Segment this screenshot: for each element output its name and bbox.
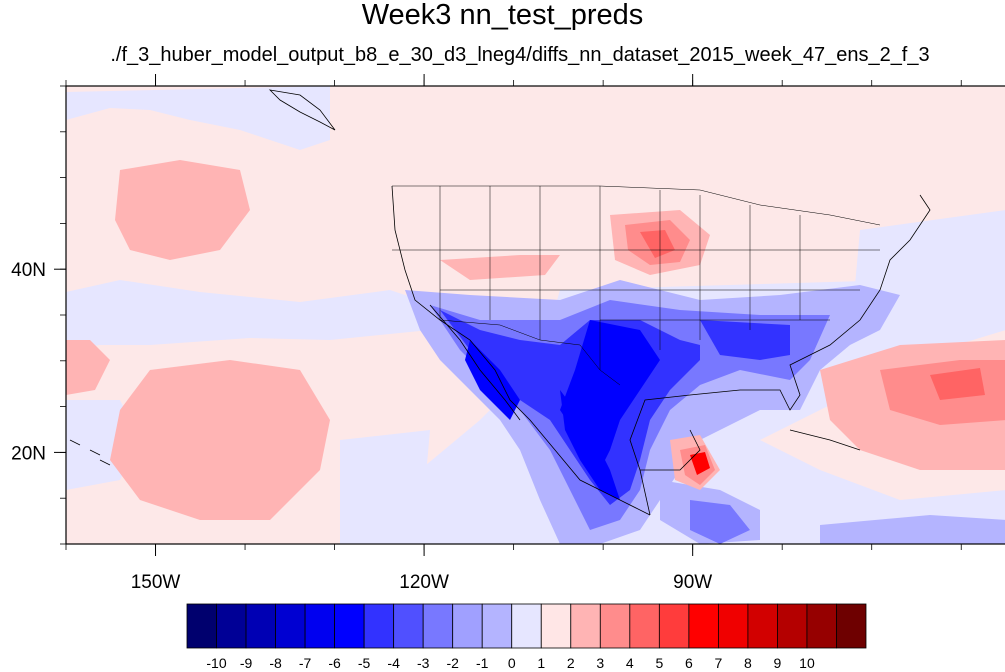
contour-band-pacific-north	[66, 86, 330, 150]
colorbar-swatch	[363, 603, 395, 649]
colorbar-swatch	[540, 603, 572, 649]
colorbar-swatch	[422, 603, 454, 649]
colorbar-swatch	[717, 603, 749, 649]
contour-band-baja	[465, 340, 520, 420]
colorbar-label: -1	[476, 655, 489, 671]
contour-band-mexico-pacific	[340, 430, 430, 544]
coastline-alaska	[268, 89, 336, 131]
contour-fields	[66, 86, 1005, 544]
colorbar-label: 3	[596, 655, 604, 671]
state-boundaries	[392, 185, 881, 386]
colorbar-label: -3	[417, 655, 430, 671]
contour-band-pacific-mid	[66, 280, 430, 350]
colorbar-label: 4	[626, 655, 634, 671]
coastline-hawaii	[69, 439, 111, 466]
colorbar-label: -4	[387, 655, 400, 671]
coastline-gulf	[629, 194, 931, 516]
colorbar-swatch	[570, 603, 601, 649]
coastlines	[69, 89, 931, 516]
contour-band-pacific-south	[110, 360, 330, 520]
lon-tick-label: 90W	[673, 572, 712, 593]
colorbar-label: -8	[269, 655, 282, 671]
colorbar-label: 8	[744, 655, 752, 671]
border-us-mexico	[439, 319, 621, 386]
colorbar-swatch	[658, 603, 690, 649]
colorbar-label: 2	[567, 655, 575, 671]
axis-ticks: 150W 120W 90W 40N 20N	[11, 74, 962, 593]
colorbar-swatch	[216, 603, 247, 649]
colorbar-swatch	[304, 603, 336, 649]
lon-tick-label: 150W	[131, 572, 181, 593]
colorbar-label: 0	[508, 655, 516, 671]
colorbar-swatch	[599, 603, 631, 649]
contour-band-mountain	[440, 255, 560, 280]
colorbar-swatch	[511, 603, 542, 649]
colorbar-label: -6	[328, 655, 341, 671]
contour-band-caribbean-arc	[690, 500, 750, 544]
contour-peak-positive	[690, 452, 710, 475]
colorbar-label: 6	[685, 655, 693, 671]
coastline-west	[391, 185, 651, 516]
colorbar-swatch	[393, 603, 424, 649]
colorbar-label: 5	[655, 655, 663, 671]
colorbar-label: -10	[206, 655, 226, 671]
contour-band-atlantic-west	[66, 340, 110, 395]
coastline-yucatan	[640, 429, 701, 471]
lat-tick-label: 40N	[11, 260, 46, 281]
contour-band-atlantic-peak	[930, 368, 985, 400]
colorbar-label: 9	[774, 655, 782, 671]
colorbar-swatch	[275, 603, 306, 649]
lon-tick-label: 120W	[399, 572, 449, 593]
colorbar-swatch	[688, 603, 719, 649]
contour-band-southeast	[700, 320, 790, 360]
colorbar-swatch	[806, 603, 837, 649]
colorbar-swatch	[334, 603, 365, 649]
colorbar-swatch	[836, 603, 867, 649]
border-us-canada	[392, 185, 881, 226]
colorbar-label: -9	[240, 655, 253, 671]
contour-band-pacific-northeast	[115, 160, 250, 260]
colorbar-label: 1	[537, 655, 545, 671]
contour-band-gulf-peak	[690, 452, 710, 475]
colorbar-swatch	[629, 603, 660, 649]
colorbar-swatch	[747, 603, 778, 649]
colorbar-swatch	[245, 603, 276, 649]
contour-band-sierra-madre	[560, 390, 620, 500]
contour-core-negative	[465, 320, 660, 500]
colorbar-label: 7	[714, 655, 722, 671]
coastline-cuba	[789, 429, 861, 451]
colorbar-swatch	[186, 603, 217, 649]
plot-title: Week3 nn_test_preds	[361, 0, 644, 31]
colorbar-label: -5	[358, 655, 371, 671]
plot-subtitle: ./f_3_huber_model_output_b8_e_30_d3_lneg…	[110, 44, 930, 66]
colorbar-swatch	[777, 603, 808, 649]
contour-band-east-pacific	[820, 515, 1005, 544]
colorbar-swatch	[452, 603, 483, 649]
state-lines-vertical	[439, 186, 801, 370]
contour-strong-positive	[640, 230, 985, 400]
state-lines-horizontal	[392, 249, 880, 321]
coastline-baja	[429, 304, 521, 421]
colorbar: -10 -9 -8 -7 -6 -5 -4 -3 -2 -1 0 1 2 3 4 5 6 7 8 9 10	[186, 603, 867, 671]
contour-band-iowa	[640, 230, 675, 258]
lat-tick-label: 20N	[11, 443, 46, 464]
colorbar-swatch	[481, 603, 513, 649]
colorbar-label: -2	[446, 655, 459, 671]
colorbar-label: -7	[299, 655, 312, 671]
colorbar-label: 10	[799, 655, 815, 671]
